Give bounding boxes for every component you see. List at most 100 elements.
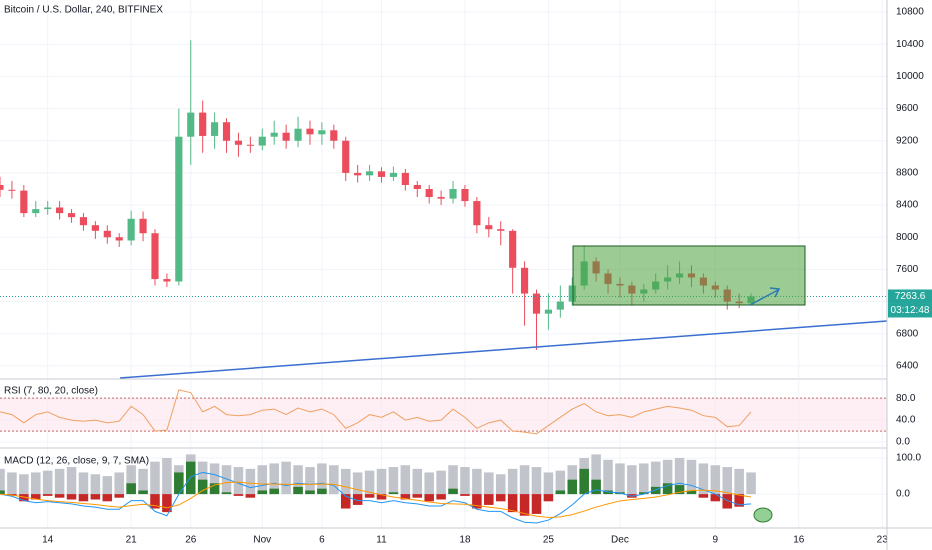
gray-bar xyxy=(448,465,458,495)
gray-bar xyxy=(460,467,470,495)
y-tick-label: 100.0 xyxy=(896,453,921,464)
x-tick-label: Dec xyxy=(611,535,629,546)
gray-bar xyxy=(519,465,530,495)
gray-bar xyxy=(615,463,625,495)
gray-bar xyxy=(78,472,89,495)
x-tick-label: 11 xyxy=(376,535,387,546)
gray-bar xyxy=(555,470,566,495)
y-tick-label: 10000 xyxy=(896,71,924,82)
gray-bar xyxy=(150,461,160,495)
histogram-bar xyxy=(30,494,41,500)
histogram-bar xyxy=(233,494,244,496)
gray-bar xyxy=(90,474,101,495)
histogram-bar xyxy=(90,494,101,500)
gray-bar xyxy=(495,474,506,495)
histogram-bar xyxy=(245,494,256,498)
candle-body xyxy=(127,218,135,241)
gray-bar xyxy=(126,465,136,495)
candle-body xyxy=(211,122,219,136)
y-tick-label: 10400 xyxy=(896,39,924,50)
histogram-bar xyxy=(66,494,77,500)
signal-line xyxy=(0,481,752,519)
histogram-bar xyxy=(436,494,446,500)
y-tick-label: 8000 xyxy=(896,232,919,243)
histogram-bar xyxy=(269,488,279,495)
y-tick-label: 40.0 xyxy=(896,415,916,426)
gray-bar xyxy=(603,459,613,495)
gray-bar xyxy=(722,467,733,495)
candle-body xyxy=(413,184,421,189)
x-tick-label: Nov xyxy=(253,535,271,546)
gray-bar xyxy=(531,467,542,495)
candle-body xyxy=(497,229,505,231)
gray-bar xyxy=(102,476,113,495)
candle-body xyxy=(485,225,493,230)
gray-bar xyxy=(352,472,363,495)
gray-bar xyxy=(472,468,482,495)
gray-bar xyxy=(698,463,709,495)
x-tick-label: 6 xyxy=(319,535,325,546)
histogram-bar xyxy=(138,490,148,495)
histogram-bar xyxy=(19,494,29,502)
histogram-bar xyxy=(293,486,303,495)
gray-bar xyxy=(209,463,220,495)
x-tick-label: 21 xyxy=(126,535,138,546)
gray-bar xyxy=(662,459,673,495)
histogram-bar xyxy=(150,494,160,509)
gray-bar xyxy=(424,472,434,495)
histogram-bar xyxy=(174,472,184,495)
histogram-bar xyxy=(519,494,530,516)
candle-body xyxy=(258,136,266,146)
rsi-band xyxy=(0,398,887,432)
candle-body xyxy=(246,144,254,146)
y-tick-label: 0.0 xyxy=(896,489,910,500)
gray-bar xyxy=(245,468,256,495)
candle-body xyxy=(473,201,481,226)
gray-bar xyxy=(221,465,232,495)
candle-body xyxy=(425,189,433,198)
histogram-bar xyxy=(317,488,327,495)
candle-body xyxy=(401,172,409,185)
histogram-bar xyxy=(388,492,399,495)
candle-body xyxy=(79,217,88,226)
candle-body xyxy=(556,301,564,310)
histogram-bar xyxy=(305,490,315,495)
candle-body xyxy=(234,140,243,145)
candle-body xyxy=(139,218,147,234)
candle-body xyxy=(67,213,76,218)
gray-bar xyxy=(400,465,411,495)
histogram-bar xyxy=(639,492,649,495)
candle-body xyxy=(163,279,171,282)
gray-bar xyxy=(388,467,399,495)
candle-body xyxy=(175,136,183,282)
candle-body xyxy=(222,122,231,141)
histogram-bar xyxy=(78,494,89,502)
gray-bar xyxy=(114,472,124,495)
candle-body xyxy=(270,132,278,137)
gray-bar xyxy=(639,463,649,495)
gray-bar xyxy=(269,463,279,495)
histogram-bar xyxy=(221,492,232,495)
candle-body xyxy=(56,207,64,214)
gray-bar xyxy=(650,461,661,495)
histogram-bar xyxy=(579,468,589,495)
histogram-bar xyxy=(340,494,351,509)
gray-bar xyxy=(364,470,375,495)
candle-body xyxy=(532,293,541,314)
gray-bar xyxy=(0,468,5,495)
histogram-bar xyxy=(591,479,601,495)
gray-bar xyxy=(674,458,685,495)
gray-bar xyxy=(686,459,697,495)
histogram-bar xyxy=(555,490,566,495)
gray-bar xyxy=(746,472,756,495)
candle-body xyxy=(187,112,195,137)
histogram-bar xyxy=(531,494,542,514)
highlight-ellipse xyxy=(753,507,773,523)
y-tick-label: 10800 xyxy=(896,7,924,18)
gray-bar xyxy=(734,468,744,495)
arrow xyxy=(749,289,779,306)
candle-body xyxy=(330,130,338,141)
histogram-bar xyxy=(400,494,411,500)
gray-bar xyxy=(591,454,601,495)
